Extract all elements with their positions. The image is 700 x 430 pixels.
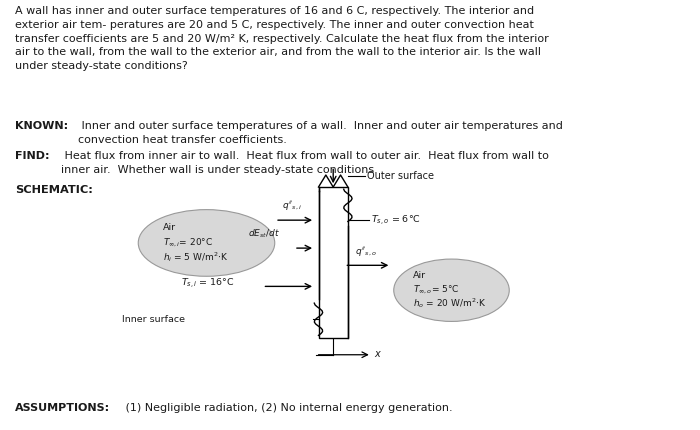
Text: Inner and outer surface temperatures of a wall.  Inner and outer air temperature: Inner and outer surface temperatures of … <box>78 121 564 145</box>
Text: $q''_{s,o}$: $q''_{s,o}$ <box>355 245 377 258</box>
Text: FIND:: FIND: <box>15 151 50 161</box>
Text: $dE_{st}/dt$: $dE_{st}/dt$ <box>248 228 281 240</box>
Text: A wall has inner and outer surface temperatures of 16 and 6 C, respectively. The: A wall has inner and outer surface tempe… <box>15 6 549 71</box>
Text: ASSUMPTIONS:: ASSUMPTIONS: <box>15 403 111 413</box>
Text: (1) Negligible radiation, (2) No internal energy generation.: (1) Negligible radiation, (2) No interna… <box>122 403 453 413</box>
Ellipse shape <box>393 259 510 322</box>
Text: $T_{s,i}$ = 16°C: $T_{s,i}$ = 16°C <box>181 276 234 290</box>
Text: SCHEMATIC:: SCHEMATIC: <box>15 185 93 195</box>
Text: $h_o$ = 20 W/m$^2$$\cdot$K: $h_o$ = 20 W/m$^2$$\cdot$K <box>413 296 486 310</box>
Text: Air: Air <box>163 223 176 232</box>
Text: Heat flux from inner air to wall.  Heat flux from wall to outer air.  Heat flux : Heat flux from inner air to wall. Heat f… <box>61 151 549 175</box>
Text: $q''_{s,i}$: $q''_{s,i}$ <box>282 200 302 212</box>
Text: Inner surface: Inner surface <box>122 315 186 323</box>
Text: x: x <box>374 349 379 359</box>
Text: $h_i$ = 5 W/m$^2$$\cdot$K: $h_i$ = 5 W/m$^2$$\cdot$K <box>163 250 229 264</box>
Text: $T_{\infty,o}$= 5°C: $T_{\infty,o}$= 5°C <box>413 284 459 297</box>
Text: Air: Air <box>413 271 426 280</box>
Bar <box>318 187 348 338</box>
Ellipse shape <box>139 210 274 276</box>
Text: $T_{s,o}$ = 6°C: $T_{s,o}$ = 6°C <box>371 213 421 227</box>
Text: KNOWN:: KNOWN: <box>15 121 69 131</box>
Text: Outer surface: Outer surface <box>367 171 434 181</box>
Text: $T_{\infty,i}$= 20°C: $T_{\infty,i}$= 20°C <box>163 237 214 249</box>
